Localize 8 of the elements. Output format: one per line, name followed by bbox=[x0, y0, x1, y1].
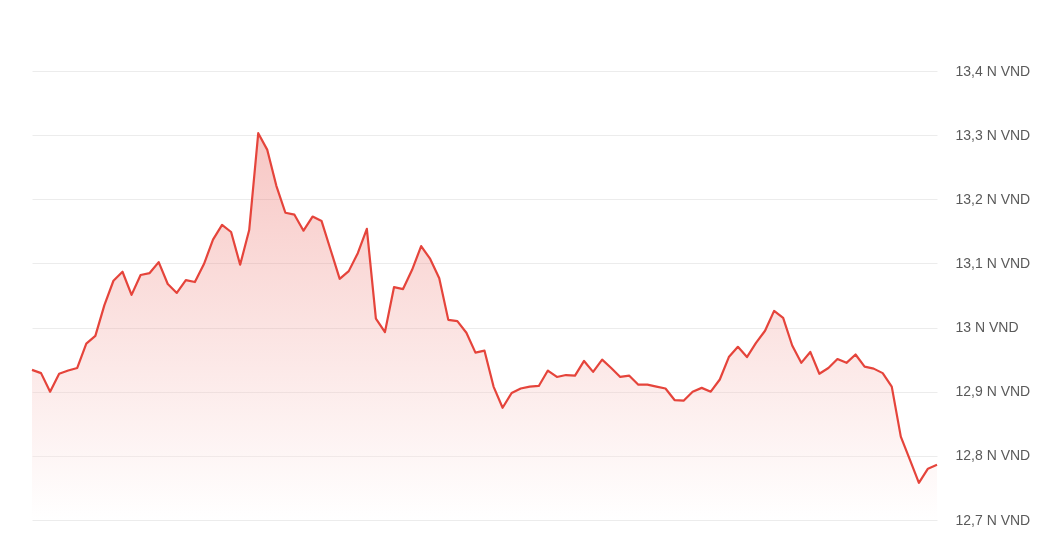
y-tick-label: 13,1 N VND bbox=[955, 254, 1031, 271]
y-tick-label: 13,2 N VND bbox=[955, 190, 1031, 207]
y-tick-label: 12,7 N VND bbox=[955, 511, 1031, 528]
y-tick-label: 13,3 N VND bbox=[955, 126, 1031, 143]
y-tick-label: 12,8 N VND bbox=[955, 447, 1031, 464]
y-tick-label: 12,9 N VND bbox=[955, 383, 1031, 400]
y-tick-label: 13 N VND bbox=[955, 319, 1019, 336]
y-tick-label: 13,4 N VND bbox=[955, 62, 1031, 79]
